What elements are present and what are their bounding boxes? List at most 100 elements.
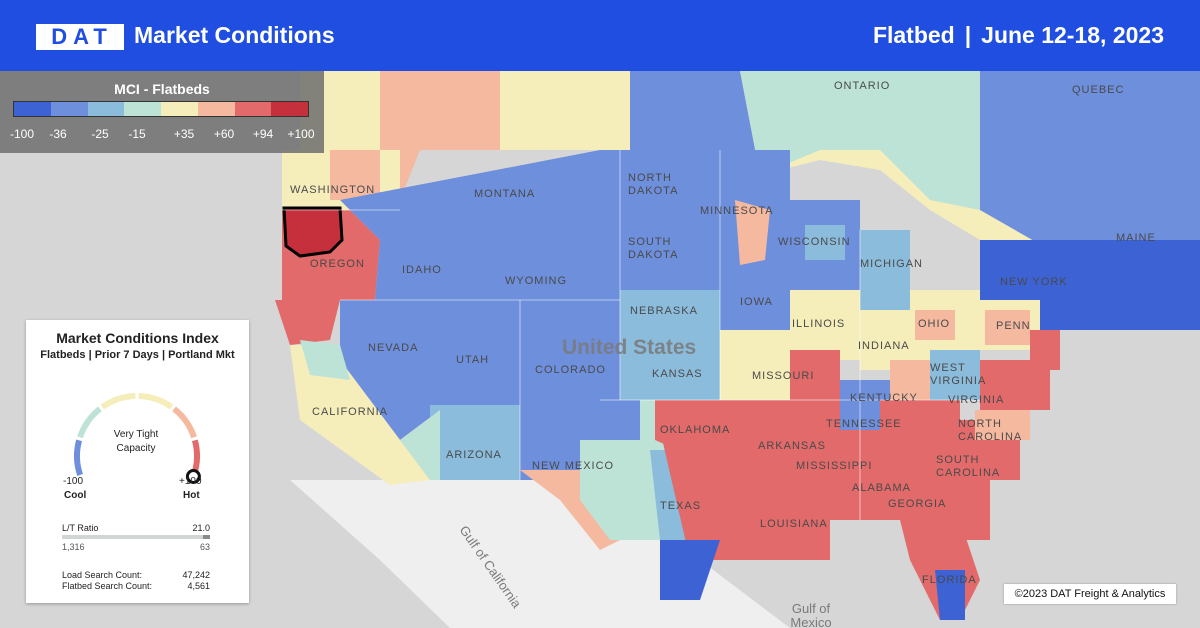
state-label-new-york: New York bbox=[1000, 276, 1068, 288]
region-quebec[interactable] bbox=[980, 71, 1200, 260]
flatbed-search-label: Flatbed Search Count: bbox=[62, 581, 153, 591]
region-manitoba[interactable] bbox=[630, 71, 760, 175]
state-label-florida: Florida bbox=[922, 574, 977, 586]
region-ca-north[interactable] bbox=[275, 300, 340, 345]
panel-subtitle: Flatbeds | Prior 7 Days | Portland Mkt bbox=[40, 349, 235, 361]
page-title: Market Conditions bbox=[134, 22, 335, 48]
legend-tick: -100 bbox=[9, 127, 35, 141]
legend-tick: +35 bbox=[173, 127, 195, 141]
header-bar: DAT Market Conditions Flatbed | June 12-18… bbox=[0, 0, 1200, 71]
header-meta: Flatbed | June 12-18, 2023 bbox=[873, 22, 1164, 49]
region-arkansas[interactable] bbox=[740, 400, 820, 520]
region-california[interactable] bbox=[290, 345, 430, 485]
state-label-arizona: Arizona bbox=[446, 449, 502, 461]
region-michigan[interactable] bbox=[860, 230, 910, 310]
region-mountain-west[interactable] bbox=[340, 150, 600, 300]
region-nevada[interactable] bbox=[340, 300, 440, 440]
region-memphis[interactable] bbox=[790, 350, 840, 400]
state-label-idaho: Idaho bbox=[402, 264, 442, 276]
state-label-nebraska: Nebraska bbox=[630, 305, 698, 317]
region-missouri[interactable] bbox=[720, 330, 800, 400]
region-label-quebec: Quebec bbox=[1072, 84, 1125, 96]
gauge-status-line: Very Tight bbox=[113, 429, 159, 440]
region-utah[interactable] bbox=[440, 300, 520, 410]
region-virginia[interactable] bbox=[980, 360, 1050, 410]
market-map[interactable] bbox=[0, 71, 1200, 628]
region-bc[interactable] bbox=[380, 71, 500, 200]
state-label-texas: Texas bbox=[660, 500, 702, 512]
state-label-washington: Washington bbox=[290, 184, 376, 196]
region-ontario[interactable] bbox=[740, 71, 980, 210]
state-label-alabama: Alabama bbox=[852, 482, 911, 494]
legend-swatch bbox=[161, 102, 198, 116]
gauge-indicator bbox=[185, 469, 201, 484]
region-colorado[interactable] bbox=[520, 300, 620, 400]
state-label-arkansas: Arkansas bbox=[758, 440, 826, 452]
region-portland-selected[interactable] bbox=[282, 206, 344, 258]
market-map-svg[interactable] bbox=[0, 71, 1200, 628]
state-label-utah: Utah bbox=[456, 354, 490, 366]
region-nebraska[interactable] bbox=[620, 290, 720, 340]
state-label-south-carolina: South Carolina bbox=[936, 454, 1001, 479]
region-nashville[interactable] bbox=[890, 360, 930, 400]
legend-swatch bbox=[14, 102, 51, 116]
region-mid-atlantic[interactable] bbox=[1030, 330, 1060, 370]
region-pa-central[interactable] bbox=[985, 310, 1030, 345]
region-fl-south[interactable] bbox=[935, 570, 965, 620]
lt-ratio-label: L/T Ratio bbox=[62, 523, 99, 533]
load-search-label: Load Search Count: bbox=[62, 570, 143, 580]
state-label-virginia: Virginia bbox=[948, 394, 1005, 406]
region-az-west[interactable] bbox=[400, 410, 440, 480]
region-tx-west[interactable] bbox=[580, 440, 660, 540]
country-label: United States bbox=[562, 336, 697, 359]
market-conditions-panel: Market Conditions Index Flatbeds | Prior… bbox=[26, 320, 249, 603]
region-wa-east[interactable] bbox=[330, 150, 380, 200]
water-label-gulf-of-mexico: Gulf of Mexico bbox=[790, 601, 832, 628]
region-kansas[interactable] bbox=[620, 340, 720, 400]
legend-tick: -25 bbox=[91, 127, 109, 141]
lt-ratio-bar-fill bbox=[203, 535, 210, 539]
region-iowa[interactable] bbox=[720, 280, 790, 330]
region-wi-central[interactable] bbox=[805, 225, 845, 260]
state-label-maine: Maine bbox=[1116, 232, 1156, 244]
state-label-north-carolina: North Carolina bbox=[958, 418, 1023, 443]
gauge-max-label: Hot bbox=[183, 490, 200, 501]
gauge-status-line: Capacity bbox=[116, 443, 156, 454]
gauge-segment bbox=[77, 406, 102, 439]
region-arizona[interactable] bbox=[430, 405, 520, 480]
state-label-indiana: Indiana bbox=[858, 340, 910, 352]
lt-trucks-value: 63 bbox=[199, 542, 210, 552]
region-louisiana[interactable] bbox=[740, 500, 830, 560]
state-label-new-mexico: New Mexico bbox=[532, 460, 615, 472]
state-label-colorado: Colorado bbox=[535, 364, 606, 376]
state-label-mississippi: Mississippi bbox=[796, 460, 873, 472]
gauge-min-label: Cool bbox=[64, 490, 87, 501]
legend-tick: +94 bbox=[252, 127, 274, 141]
state-label-kentucky: Kentucky bbox=[850, 392, 918, 404]
legend-ticks: -100 -36 -25 -15 +35 +60 +94 +100 bbox=[0, 127, 324, 143]
region-ca-central[interactable] bbox=[300, 340, 350, 380]
legend-swatch bbox=[271, 102, 308, 116]
region-texas-east[interactable] bbox=[660, 430, 760, 560]
gauge-segment bbox=[172, 406, 197, 439]
state-label-ohio: Ohio bbox=[918, 318, 951, 330]
state-label-louisiana: Louisiana bbox=[760, 518, 828, 530]
region-wv[interactable] bbox=[930, 350, 980, 400]
legend-tick: -15 bbox=[128, 127, 146, 141]
state-label-california: California bbox=[312, 406, 389, 418]
flatbed-search-value: 4,561 bbox=[187, 581, 210, 591]
state-label-oregon: Oregon bbox=[310, 258, 365, 270]
state-label-minnesota: Minnesota bbox=[700, 205, 774, 217]
legend-swatch bbox=[197, 102, 235, 116]
region-nc[interactable] bbox=[975, 410, 1030, 440]
region-oh-central[interactable] bbox=[915, 310, 955, 340]
mci-legend: MCI - Flatbeds -100 -36 -25 -15 +35 +60 … bbox=[0, 71, 324, 153]
region-mn-east[interactable] bbox=[735, 200, 770, 265]
state-label-georgia: Georgia bbox=[888, 498, 947, 510]
lt-loads-value: 1,316 bbox=[62, 542, 85, 552]
region-indiana[interactable] bbox=[860, 310, 910, 370]
gauge-max-value: +100 bbox=[179, 476, 202, 487]
region-texas-south[interactable] bbox=[660, 540, 720, 600]
state-label-iowa: Iowa bbox=[740, 296, 773, 308]
region-illinois[interactable] bbox=[790, 290, 860, 360]
